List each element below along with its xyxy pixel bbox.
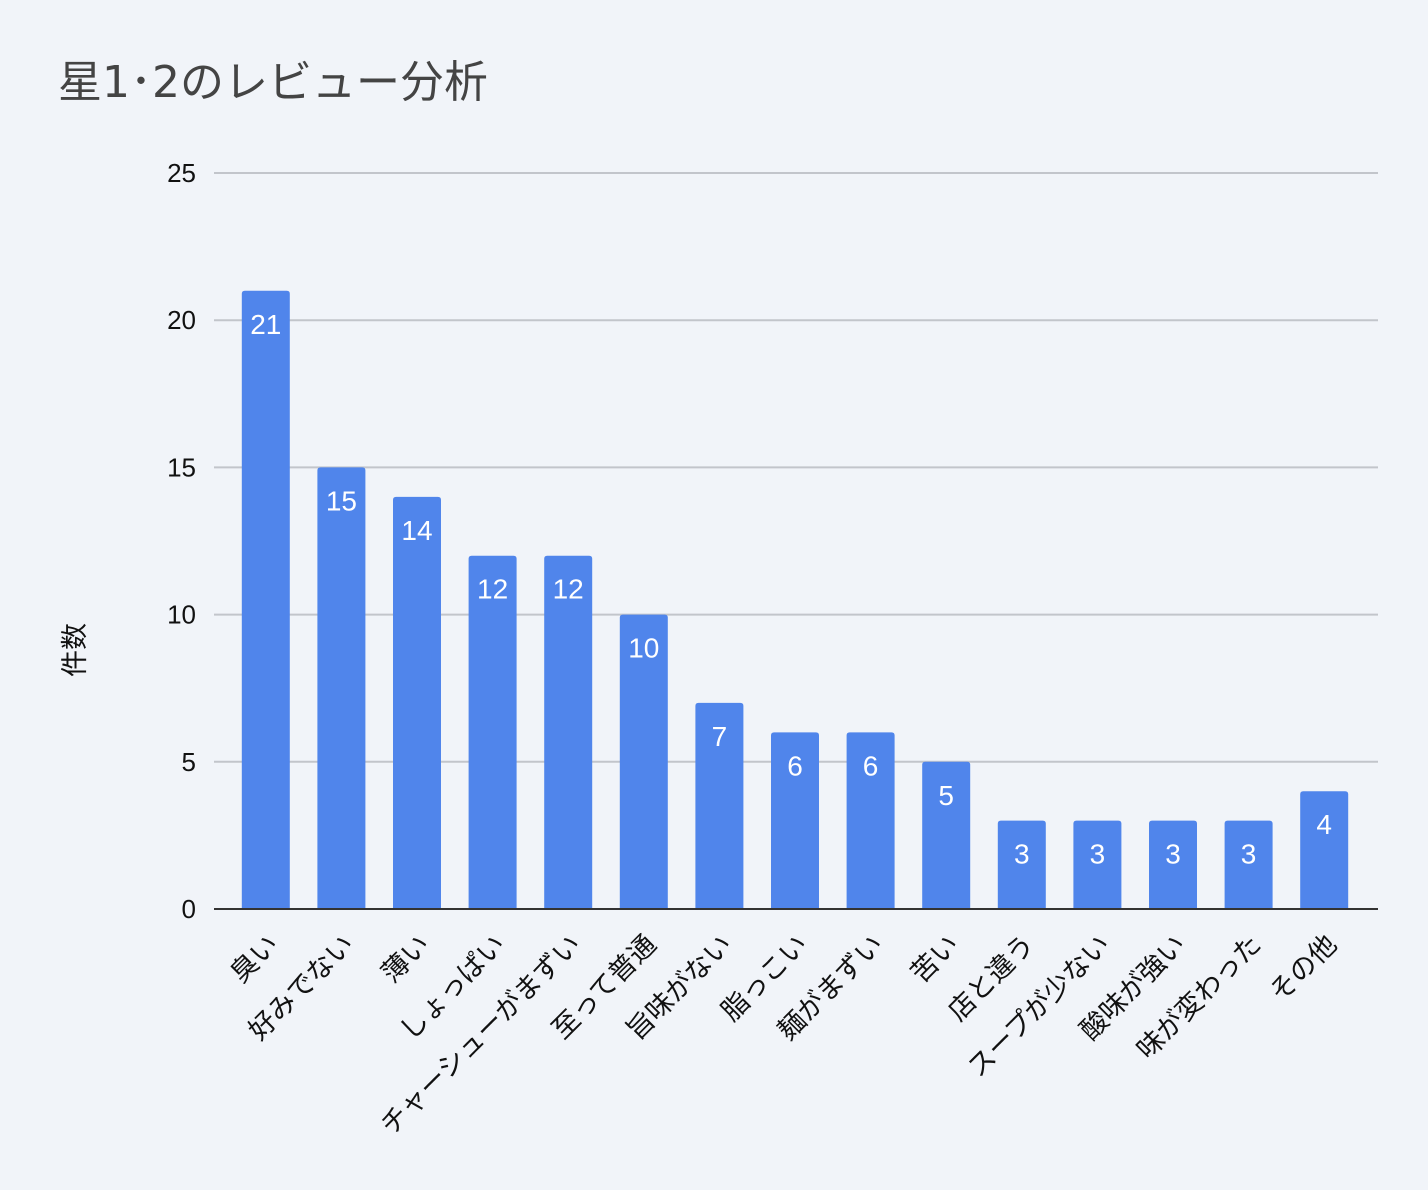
data-label: 21 — [250, 309, 281, 340]
y-tick-label: 20 — [167, 305, 196, 335]
data-labels: 21 15 14 12 12 10 7 6 6 5 3 3 3 3 4 — [250, 309, 1332, 870]
bar — [241, 290, 290, 909]
y-tick-label: 25 — [167, 158, 196, 188]
data-label: 3 — [1241, 839, 1257, 870]
data-label: 15 — [326, 485, 357, 516]
data-label: 6 — [787, 750, 803, 781]
bars — [241, 290, 1349, 909]
bar — [393, 496, 441, 909]
bar — [1300, 791, 1349, 909]
y-tick-label: 0 — [182, 894, 196, 924]
data-label: 12 — [477, 574, 508, 605]
bar — [1224, 820, 1273, 909]
bar — [695, 702, 744, 909]
bar — [922, 761, 971, 909]
bar — [846, 732, 895, 909]
bar — [544, 555, 593, 909]
data-label: 7 — [712, 721, 728, 752]
x-category-label: 臭い — [225, 929, 285, 989]
data-label: 14 — [401, 515, 432, 546]
x-category-label: 苦い — [905, 929, 965, 989]
data-label: 10 — [628, 633, 659, 664]
y-axis-title: 件数 — [60, 623, 91, 677]
gridlines — [214, 172, 1378, 763]
y-tick-label: 5 — [182, 747, 196, 777]
y-tick-label: 10 — [167, 600, 196, 630]
y-tick-label: 15 — [167, 452, 196, 482]
bar — [771, 732, 819, 909]
x-category-label: 薄い — [376, 929, 436, 989]
data-label: 3 — [1090, 839, 1106, 870]
bar — [468, 555, 517, 909]
bar — [1073, 820, 1122, 909]
bar — [1149, 820, 1197, 909]
x-category-label: その他 — [1264, 929, 1343, 1008]
data-label: 4 — [1316, 809, 1332, 840]
chart-title: 星1･2のレビュー分析 — [58, 57, 488, 108]
bar — [619, 614, 668, 909]
data-label: 12 — [553, 574, 584, 605]
data-label: 3 — [1165, 839, 1181, 870]
bar — [317, 467, 366, 909]
data-label: 6 — [863, 750, 879, 781]
data-label: 3 — [1014, 839, 1030, 870]
data-label: 5 — [938, 780, 954, 811]
y-axis-ticks: 0 5 10 15 20 25 — [167, 158, 196, 924]
bar — [997, 820, 1046, 909]
